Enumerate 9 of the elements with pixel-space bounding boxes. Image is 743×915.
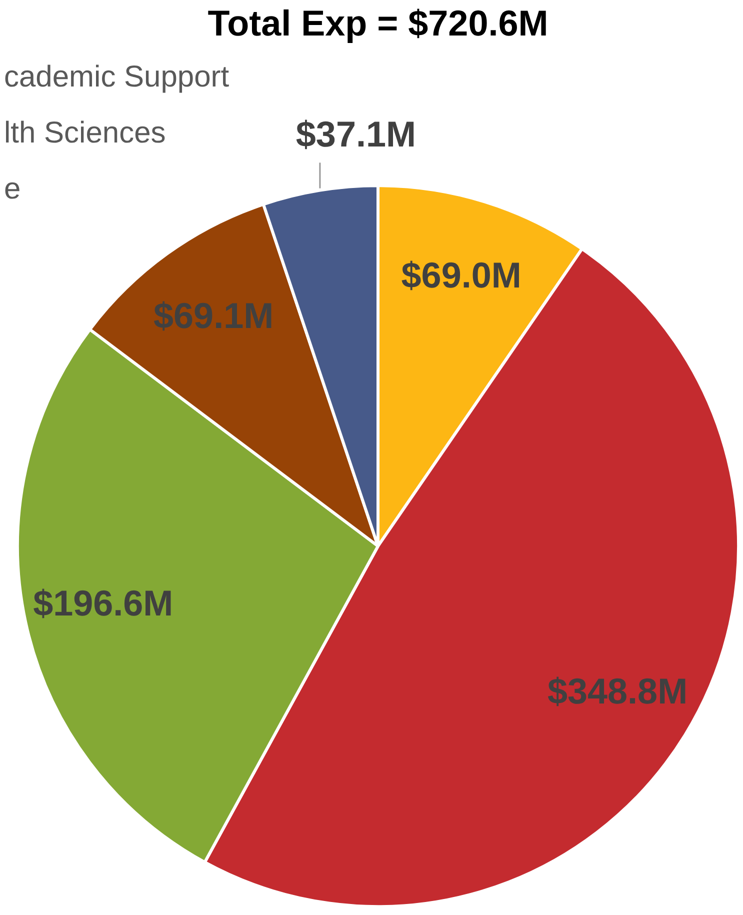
data-label: $69.0M (401, 254, 522, 296)
text: e (4, 172, 21, 206)
data-label: $69.1M (153, 294, 274, 336)
data-label: $348.8M (547, 670, 688, 712)
data-label: $37.1M (296, 114, 416, 155)
text: cademic Support (4, 60, 230, 94)
data-label: $196.6M (33, 582, 174, 624)
chart-title: Total Exp = $720.6M (208, 2, 548, 44)
text: lth Sciences (4, 116, 166, 150)
